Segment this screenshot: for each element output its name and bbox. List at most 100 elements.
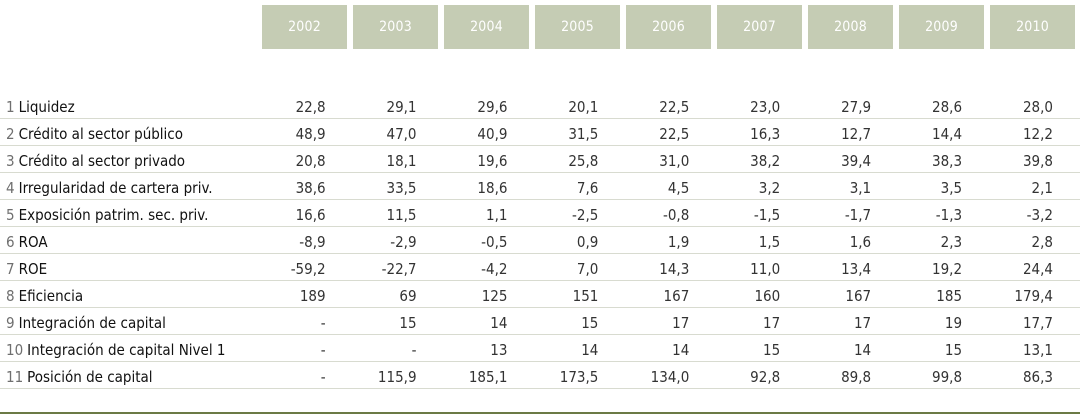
table-row: 4 Irregularidad de cartera priv. 38,6 33,5 1…: [0, 173, 1080, 200]
table-cell: 1,1: [486, 206, 508, 224]
row-number: 7: [6, 260, 15, 278]
table-row: 3 Crédito al sector privado 20,8 18,1 19,6 25…: [0, 146, 1080, 173]
row-number: 5: [6, 206, 15, 224]
table-row: 10 Integración de capital Nivel 1 - - 13 14 14…: [0, 335, 1080, 362]
table-cell: 99,8: [932, 368, 963, 386]
table-cell: 185: [936, 287, 963, 305]
table-cell: 24,4: [1022, 260, 1053, 278]
table-cell: 38,6: [295, 179, 326, 197]
table-cell: 25,8: [568, 152, 599, 170]
table-cell: -0,5: [481, 233, 508, 251]
table-cell: -1,5: [753, 206, 781, 224]
row-number: 11: [6, 368, 24, 386]
table-cell: 2,1: [1031, 179, 1053, 197]
table-cell: 125: [481, 287, 508, 305]
row-number: 3: [6, 152, 15, 170]
table-cell: 17: [853, 314, 872, 332]
table-cell: 39,8: [1022, 152, 1053, 170]
year-header-cell: 2006: [626, 5, 711, 49]
table-cell: 22,5: [659, 125, 690, 143]
row-indicator-name: Liquidez: [18, 98, 75, 116]
table-cell: 14,4: [932, 125, 963, 143]
row-label: 2 Crédito al sector público: [0, 123, 262, 145]
table-cell: 11,5: [386, 206, 417, 224]
row-number: 10: [6, 341, 24, 359]
table-cell: 15: [944, 341, 963, 359]
table-cell: -: [320, 314, 326, 332]
row-label: 4 Irregularidad de cartera priv.: [0, 177, 262, 199]
table-cell: 134,0: [650, 368, 690, 386]
table-cell: 31,0: [659, 152, 690, 170]
table-cell: 47,0: [386, 125, 417, 143]
table-cell: 3,1: [849, 179, 872, 197]
table-cell: 151: [572, 287, 599, 305]
table-cell: 173,5: [559, 368, 599, 386]
table-cell: 167: [845, 287, 872, 305]
table-cell: 92,8: [750, 368, 781, 386]
table-cell: -: [320, 368, 326, 386]
table-row: 5 Exposición patrim. sec. priv. 16,6 11,5 1,…: [0, 200, 1080, 227]
row-number: 1: [6, 98, 15, 116]
row-number: 6: [6, 233, 15, 251]
table-cell: 28,0: [1022, 98, 1053, 116]
table-cell: 16,3: [750, 125, 781, 143]
table-cell: 89,8: [841, 368, 872, 386]
table-cell: 20,1: [568, 98, 599, 116]
table-row: 9 Integración de capital - 15 14 15 17 17 17 19 17…: [0, 308, 1080, 335]
table-cell: 18,6: [477, 179, 508, 197]
table-cell: 1,6: [849, 233, 872, 251]
table-cell: -: [411, 341, 417, 359]
table-cell: 2,3: [940, 233, 963, 251]
table-cell: 13,1: [1022, 341, 1053, 359]
table-cell: -8,9: [299, 233, 326, 251]
table-cell: 17: [672, 314, 690, 332]
table-cell: 14,3: [659, 260, 690, 278]
table-cell: 160: [754, 287, 781, 305]
table-cell: 40,9: [477, 125, 508, 143]
row-label: 1 Liquidez: [0, 96, 262, 118]
row-indicator-name: Integración de capital Nivel 1: [27, 341, 226, 359]
row-number: 2: [6, 125, 15, 143]
row-label: 7 ROE: [0, 258, 262, 280]
table-cell: 13,4: [841, 260, 872, 278]
table-cell: 167: [663, 287, 690, 305]
row-indicator-name: Irregularidad de cartera priv.: [18, 179, 213, 197]
table-cell: 0,9: [576, 233, 599, 251]
table-cell: 38,3: [932, 152, 963, 170]
table-cell: -2,5: [572, 206, 599, 224]
table-cell: 19: [944, 314, 963, 332]
year-header-cell: 2007: [717, 5, 802, 49]
row-indicator-name: Crédito al sector público: [18, 125, 183, 143]
row-indicator-name: Posición de capital: [27, 368, 153, 386]
table-cell: 12,2: [1022, 125, 1053, 143]
table-cell: 22,8: [295, 98, 326, 116]
table-cell: 23,0: [750, 98, 781, 116]
row-label: 9 Integración de capital: [0, 312, 262, 334]
table-cell: 29,6: [477, 98, 508, 116]
row-indicator-name: Eficiencia: [18, 287, 84, 305]
table-cell: -1,3: [935, 206, 963, 224]
table-cell: 19,6: [477, 152, 508, 170]
table-cell: 7,6: [576, 179, 599, 197]
table-cell: 4,5: [667, 179, 690, 197]
row-label: 8 Eficiencia: [0, 285, 262, 307]
table-cell: 185,1: [468, 368, 508, 386]
year-header-cell: 2005: [535, 5, 620, 49]
row-number: 8: [6, 287, 15, 305]
row-indicator-name: Integración de capital: [18, 314, 166, 332]
table-cell: -22,7: [381, 260, 417, 278]
table-cell: 20,8: [295, 152, 326, 170]
row-label: 6 ROA: [0, 231, 262, 253]
table-cell: 69: [399, 287, 417, 305]
table-cell: 189: [299, 287, 326, 305]
table-cell: 7,0: [576, 260, 599, 278]
table-cell: 1,5: [758, 233, 781, 251]
table-cell: -1,7: [844, 206, 872, 224]
table-cell: 115,9: [377, 368, 417, 386]
table-cell: 48,9: [295, 125, 326, 143]
table-cell: 16,6: [295, 206, 326, 224]
table-cell: 15: [399, 314, 417, 332]
table-row: 1 Liquidez 22,8 29,1 29,6 20,1 22,5 23,0 27,9 28,…: [0, 92, 1080, 119]
table-cell: 179,4: [1014, 287, 1053, 305]
table-cell: 14: [672, 341, 690, 359]
